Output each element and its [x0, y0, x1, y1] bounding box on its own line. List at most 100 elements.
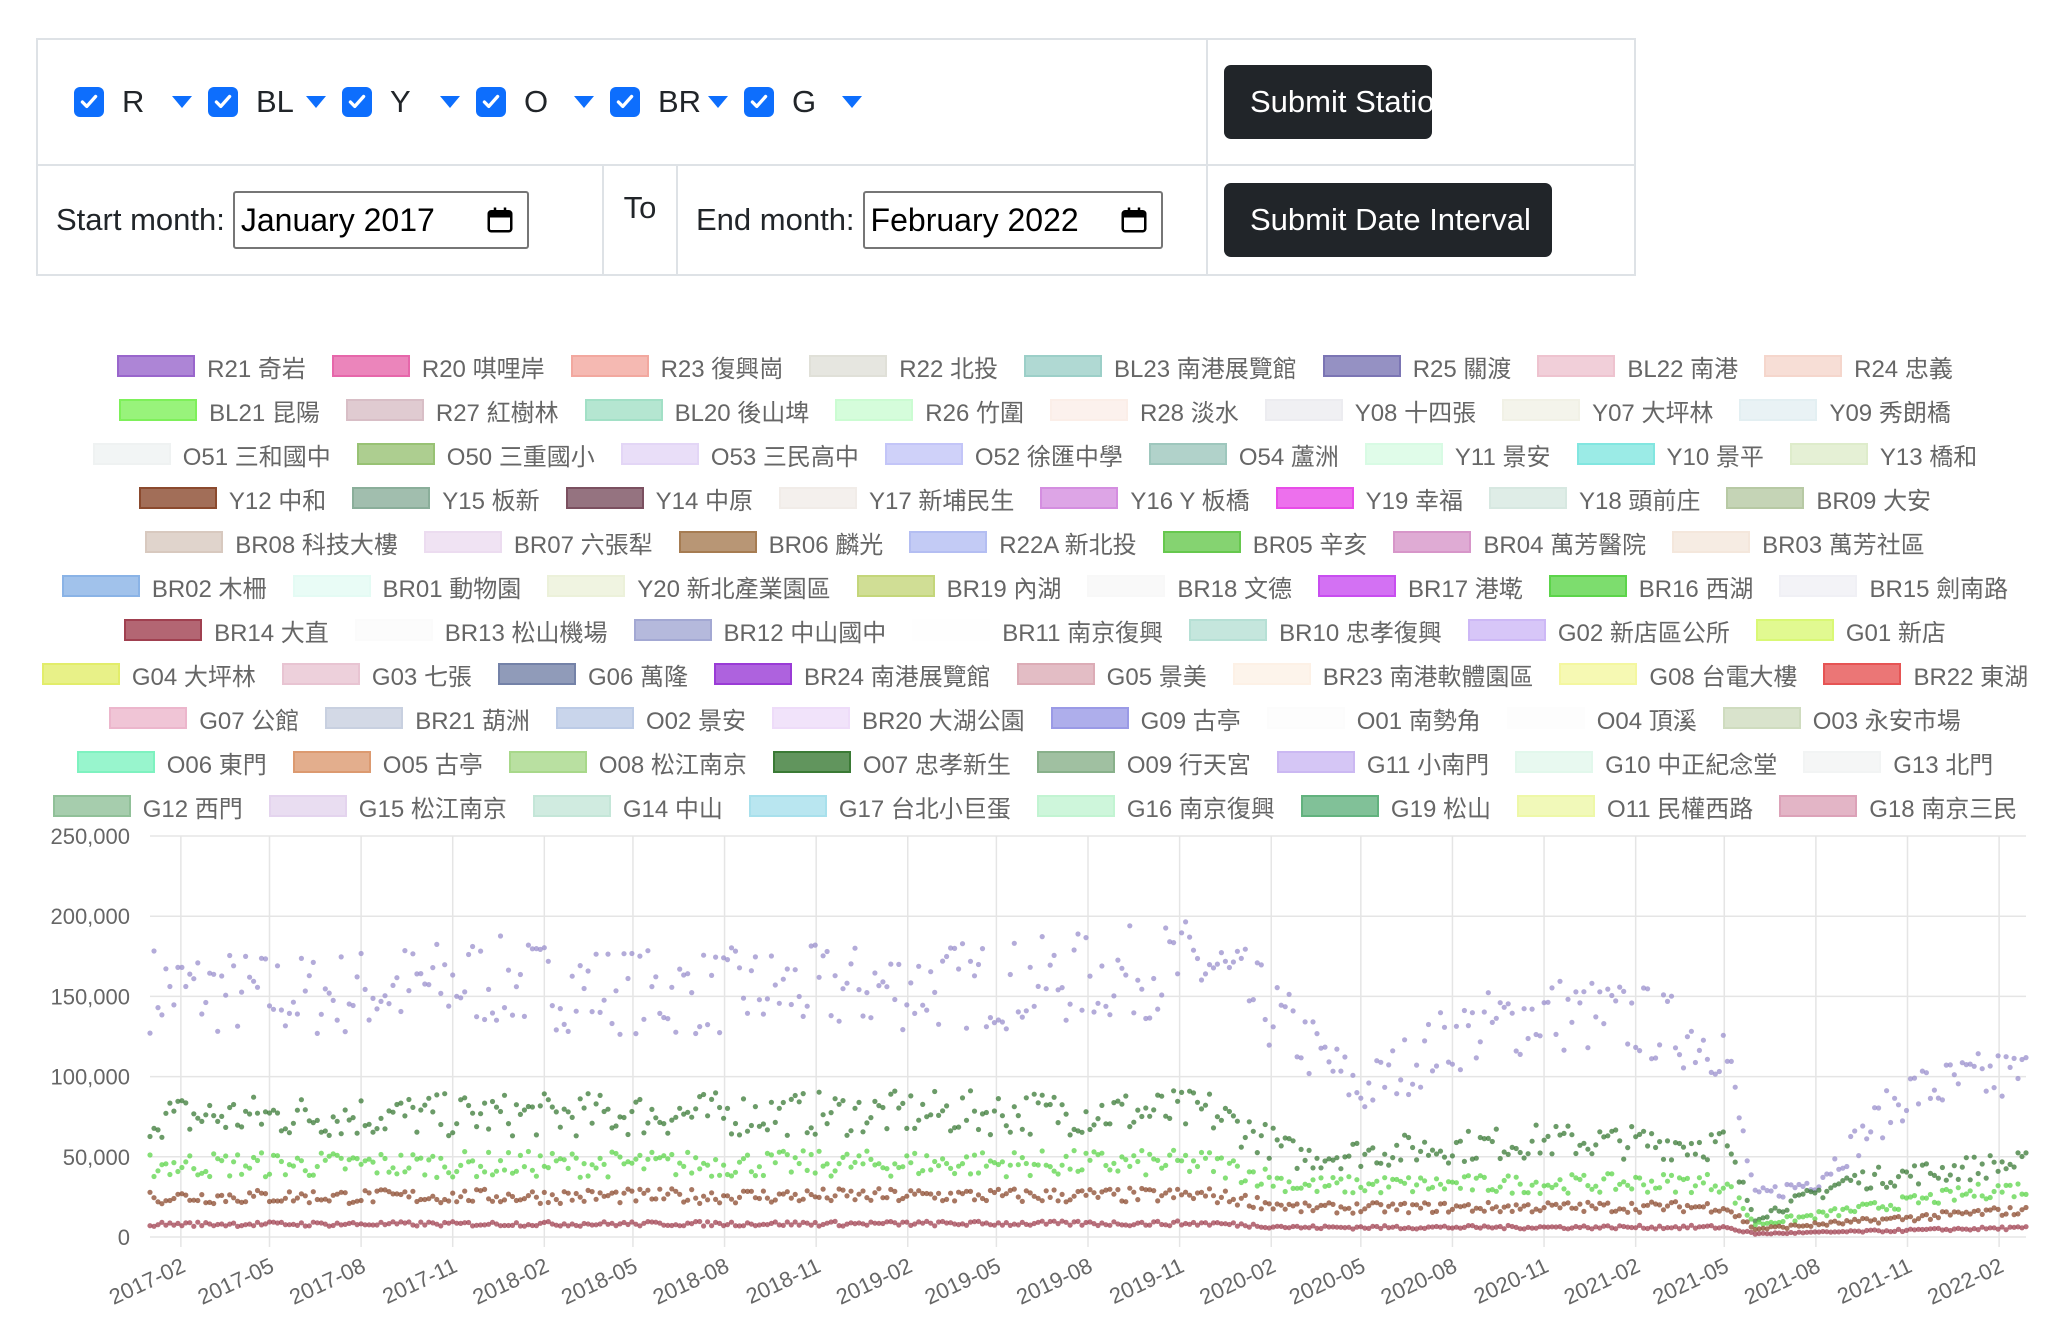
- line-toggle-y[interactable]: Y: [342, 84, 476, 120]
- legend-item[interactable]: R28 淡水: [1050, 393, 1239, 428]
- legend-item[interactable]: R20 唭哩岸: [331, 349, 545, 384]
- legend-item[interactable]: Y17 新埔民生: [779, 481, 1014, 516]
- legend-item[interactable]: BR09 大安: [1726, 481, 1931, 516]
- legend-item[interactable]: O06 東門: [76, 745, 267, 780]
- calendar-icon[interactable]: [485, 205, 515, 235]
- legend-item[interactable]: BR03 萬芳社區: [1672, 525, 1925, 560]
- calendar-icon[interactable]: [1119, 205, 1149, 235]
- legend-item[interactable]: BR23 南港軟體園區: [1232, 657, 1533, 692]
- legend-item[interactable]: BR22 東湖: [1823, 657, 2028, 692]
- legend-item[interactable]: BR15 劍南路: [1779, 569, 2008, 604]
- legend-item[interactable]: G17 台北小巨蛋: [748, 789, 1011, 824]
- checkbox[interactable]: [610, 87, 640, 117]
- dropdown-caret-icon[interactable]: [698, 87, 738, 117]
- legend-item[interactable]: BR10 忠孝復興: [1189, 613, 1442, 648]
- legend-item[interactable]: Y15 板新: [352, 481, 540, 516]
- legend-item[interactable]: BR08 科技大樓: [145, 525, 398, 560]
- legend-item[interactable]: BR07 六張犁: [423, 525, 653, 560]
- checkbox[interactable]: [744, 87, 774, 117]
- legend-item[interactable]: G05 景美: [1016, 657, 1207, 692]
- legend-item[interactable]: O54 蘆洲: [1148, 437, 1339, 472]
- dropdown-caret-icon[interactable]: [832, 87, 872, 117]
- legend-item[interactable]: G16 南京復興: [1036, 789, 1275, 824]
- line-toggle-g[interactable]: G: [744, 84, 878, 120]
- legend-item[interactable]: G02 新店區公所: [1467, 613, 1730, 648]
- legend-item[interactable]: G01 新店: [1755, 613, 1946, 648]
- dropdown-caret-icon[interactable]: [564, 87, 604, 117]
- legend-item[interactable]: G10 中正紀念堂: [1515, 745, 1777, 780]
- legend-item[interactable]: BR20 大湖公園: [771, 701, 1025, 736]
- legend-item[interactable]: G15 松江南京: [268, 789, 507, 824]
- line-toggle-br[interactable]: BR: [610, 84, 744, 120]
- legend-item[interactable]: Y11 景安: [1364, 437, 1551, 472]
- legend-item[interactable]: O53 三民高中: [620, 437, 859, 472]
- legend-item[interactable]: BL22 南港: [1537, 349, 1738, 384]
- legend-item[interactable]: BR01 動物園: [292, 569, 521, 604]
- legend-item[interactable]: G09 古亭: [1050, 701, 1241, 736]
- legend-item[interactable]: BL21 昆陽: [119, 393, 320, 428]
- legend-item[interactable]: BR04 萬芳醫院: [1393, 525, 1646, 560]
- legend-item[interactable]: BR13 松山機場: [354, 613, 608, 648]
- legend-item[interactable]: O03 永安市場: [1722, 701, 1961, 736]
- legend-item[interactable]: O52 徐匯中學: [884, 437, 1123, 472]
- end-month-input[interactable]: February 2022: [862, 191, 1163, 249]
- legend-item[interactable]: R23 復興崗: [570, 349, 783, 384]
- legend-item[interactable]: R21 奇岩: [117, 349, 306, 384]
- legend-item[interactable]: Y20 新北產業園區: [547, 569, 831, 604]
- legend-item[interactable]: G06 萬隆: [497, 657, 688, 692]
- legend-item[interactable]: Y13 橋和: [1789, 437, 1977, 472]
- legend-item[interactable]: G19 松山: [1300, 789, 1491, 824]
- legend-item[interactable]: G12 西門: [52, 789, 243, 824]
- legend-item[interactable]: Y07 大坪林: [1502, 393, 1713, 428]
- legend-item[interactable]: BR12 中山國中: [633, 613, 886, 648]
- legend-item[interactable]: O02 景安: [555, 701, 746, 736]
- legend-item[interactable]: O05 古亭: [292, 745, 483, 780]
- legend-item[interactable]: G07 公館: [109, 701, 299, 736]
- legend-item[interactable]: O04 頂溪: [1506, 701, 1697, 736]
- legend-item[interactable]: BR18 文德: [1087, 569, 1292, 604]
- checkbox[interactable]: [476, 87, 506, 117]
- checkbox[interactable]: [342, 87, 372, 117]
- dropdown-caret-icon[interactable]: [162, 87, 202, 117]
- legend-item[interactable]: BR11 南京復興: [912, 613, 1163, 648]
- legend-item[interactable]: O11 民權西路: [1516, 789, 1753, 824]
- legend-item[interactable]: R24 忠義: [1764, 349, 1953, 384]
- legend-item[interactable]: BR16 西湖: [1548, 569, 1753, 604]
- legend-item[interactable]: O08 松江南京: [508, 745, 747, 780]
- legend-item[interactable]: G11 小南門: [1276, 745, 1489, 780]
- submit-date-interval-button[interactable]: Submit Date Interval: [1224, 183, 1552, 257]
- legend-item[interactable]: Y12 中和: [138, 481, 326, 516]
- legend-item[interactable]: O09 行天宮: [1036, 745, 1251, 780]
- legend-item[interactable]: O01 南勢角: [1266, 701, 1481, 736]
- legend-item[interactable]: G03 七張: [281, 657, 472, 692]
- legend-item[interactable]: Y14 中原: [565, 481, 753, 516]
- checkbox[interactable]: [208, 87, 238, 117]
- legend-item[interactable]: O07 忠孝新生: [772, 745, 1011, 780]
- legend-item[interactable]: R25 關渡: [1322, 349, 1511, 384]
- dropdown-caret-icon[interactable]: [430, 87, 470, 117]
- legend-item[interactable]: Y18 頭前庄: [1488, 481, 1700, 516]
- legend-item[interactable]: BR05 辛亥: [1162, 525, 1367, 560]
- legend-item[interactable]: G18 南京三民: [1779, 789, 2017, 824]
- legend-item[interactable]: Y19 幸福: [1275, 481, 1463, 516]
- legend-item[interactable]: G04 大坪林: [41, 657, 256, 692]
- legend-item[interactable]: R26 竹圍: [835, 393, 1024, 428]
- submit-stations-button[interactable]: Submit Stations: [1224, 65, 1467, 139]
- dropdown-caret-icon[interactable]: [296, 87, 336, 117]
- legend-item[interactable]: R22A 新北投: [909, 525, 1137, 560]
- legend-item[interactable]: G14 中山: [532, 789, 723, 824]
- legend-item[interactable]: G13 北門: [1803, 745, 1993, 780]
- legend-item[interactable]: Y16 Y 板橋: [1040, 481, 1250, 516]
- line-toggle-r[interactable]: R: [74, 84, 208, 120]
- legend-item[interactable]: BR21 葫洲: [325, 701, 530, 736]
- legend-item[interactable]: BR06 麟光: [678, 525, 883, 560]
- legend-item[interactable]: G08 台電大樓: [1559, 657, 1797, 692]
- legend-item[interactable]: BR19 內湖: [856, 569, 1061, 604]
- legend-item[interactable]: Y10 景平: [1576, 437, 1764, 472]
- legend-item[interactable]: O50 三重國小: [356, 437, 595, 472]
- legend-item[interactable]: BL23 南港展覽館: [1023, 349, 1297, 384]
- checkbox[interactable]: [74, 87, 104, 117]
- legend-item[interactable]: BR17 港墘: [1318, 569, 1523, 604]
- legend-item[interactable]: BR24 南港展覽館: [713, 657, 991, 692]
- legend-item[interactable]: R22 北投: [809, 349, 998, 384]
